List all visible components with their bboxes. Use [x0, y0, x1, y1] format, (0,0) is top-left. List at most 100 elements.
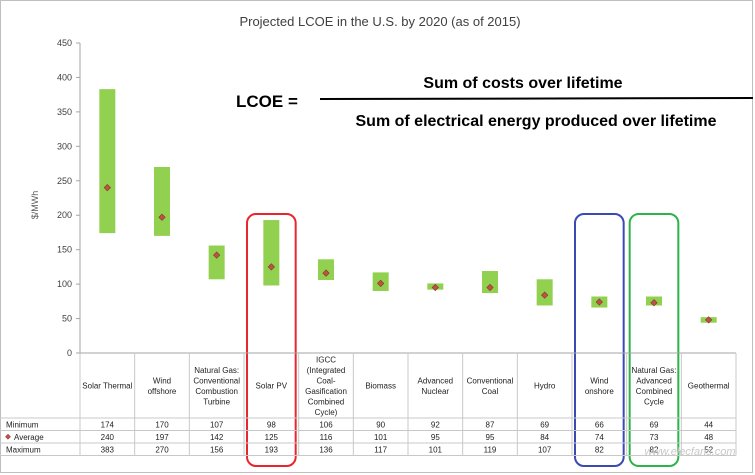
highlight-box: [574, 213, 625, 467]
category-label-line: Wind: [153, 376, 171, 385]
highlight-box: [628, 213, 680, 467]
category-label: Solar PV: [256, 382, 288, 391]
formula-numerator: Sum of costs over lifetime: [423, 75, 622, 92]
table-cell: 119: [484, 445, 497, 454]
table-cell: 69: [650, 420, 659, 429]
category-label-line: Conventional: [193, 376, 240, 385]
formula-denominator: Sum of electrical energy produced over l…: [356, 113, 717, 130]
category-label-line: Advanced: [636, 376, 672, 385]
category-label: Advanced Nuclear: [418, 376, 454, 396]
range-bar: [154, 167, 170, 236]
table-cell: 142: [210, 433, 224, 442]
y-tick-label: 100: [57, 279, 72, 289]
category-label-line: Advanced: [418, 376, 454, 385]
table-cell: 69: [540, 420, 549, 429]
average-marker: [486, 283, 494, 292]
table-cell: 92: [431, 420, 440, 429]
category-label-line: Wind: [590, 376, 608, 385]
table-cell: 73: [650, 433, 659, 442]
table-cell: 240: [101, 433, 115, 442]
table-cell: 74: [595, 433, 604, 442]
category-label: Biomass: [365, 382, 396, 391]
y-tick-label: 200: [57, 210, 72, 220]
category-label-line: Hydro: [534, 382, 556, 391]
y-tick-label: 300: [57, 141, 72, 151]
average-marker: [322, 269, 330, 277]
highlight-boxes: [246, 213, 680, 467]
category-label: IGCC (Integrated Coal- Gasification Combined…: [305, 355, 347, 417]
table-cell: 174: [101, 420, 115, 429]
category-label-line: IGCC: [316, 355, 336, 364]
table-cell: 66: [595, 420, 604, 429]
table-cell: 170: [155, 420, 169, 429]
average-marker: [541, 291, 549, 299]
y-axis: 0 50 100 150 200 250 300 350 400 450: [57, 38, 81, 358]
average-marker: [158, 213, 166, 221]
table-cell: 101: [429, 445, 443, 454]
category-label-line: Combustion: [195, 387, 238, 396]
category-label: Solar Thermal: [82, 382, 132, 391]
table-cell: 84: [540, 433, 549, 442]
y-tick-label: 400: [57, 72, 72, 82]
table-cell: 117: [374, 445, 387, 454]
row-label: Maximum: [6, 445, 41, 454]
table-cell: 116: [320, 433, 333, 442]
average-marker: [650, 299, 658, 307]
category-label: Hydro: [534, 382, 556, 391]
table-cell: 48: [704, 433, 713, 442]
formula-lhs: LCOE =: [236, 92, 298, 111]
table-cell: 95: [431, 433, 440, 442]
average-marker: [103, 184, 111, 192]
table-cell: 125: [265, 433, 279, 442]
table-cell: 156: [210, 445, 224, 454]
category-label-line: Solar Thermal: [82, 382, 132, 391]
row-label: Average: [14, 433, 44, 442]
category-label-line: (Integrated: [307, 366, 346, 375]
category-label-line: Turbine: [203, 397, 230, 406]
table-cell: 193: [265, 445, 279, 454]
table-cell: 90: [376, 420, 385, 429]
legend-average-marker: [5, 433, 11, 440]
category-label-line: Coal: [482, 387, 499, 396]
average-markers: [103, 184, 713, 324]
average-marker: [595, 298, 603, 306]
average-marker: [705, 316, 713, 324]
y-tick-label: 350: [57, 107, 72, 117]
table-cell: 383: [101, 445, 115, 454]
y-tick-label: 150: [57, 245, 72, 255]
average-marker: [431, 283, 439, 292]
table-cell: 87: [486, 420, 495, 429]
category-label-line: Gasification: [305, 387, 347, 396]
category-label-line: Solar PV: [256, 382, 288, 391]
category-label-line: Geothermal: [688, 382, 730, 391]
table-cell: 82: [650, 445, 659, 454]
category-label: Wind onshore: [585, 376, 614, 396]
category-label-line: Conventional: [467, 376, 514, 385]
category-label: Natural Gas: Conventional Combustion Turbin…: [193, 366, 240, 407]
category-label: Wind offshore: [148, 376, 177, 396]
category-label-line: Nuclear: [422, 387, 450, 396]
table-cell: 136: [319, 445, 333, 454]
table-cell: 95: [486, 433, 495, 442]
category-label-line: Coal-: [316, 376, 335, 385]
table-cell: 107: [210, 420, 224, 429]
category-label: Natural Gas: Advanced Combined Cycle: [632, 366, 677, 407]
table-cell: 44: [704, 420, 713, 429]
y-tick-label: 450: [57, 38, 72, 48]
lcoe-formula: LCOE = Sum of costs over lifetime Sum of…: [236, 75, 754, 130]
category-label-line: Combined: [308, 397, 344, 406]
table-cell: 270: [155, 445, 169, 454]
category-label-line: Natural Gas:: [632, 366, 677, 375]
category-label-line: Combined: [636, 387, 672, 396]
y-axis-label: $/MWh: [30, 191, 40, 220]
table-cell: 52: [704, 445, 713, 454]
y-tick-label: 0: [67, 348, 72, 358]
table-cell: 82: [595, 445, 604, 454]
highlight-box: [246, 213, 297, 467]
average-marker: [377, 279, 385, 288]
average-marker: [267, 263, 275, 271]
fraction-bar: [319, 97, 754, 100]
table-cell: 106: [319, 420, 333, 429]
